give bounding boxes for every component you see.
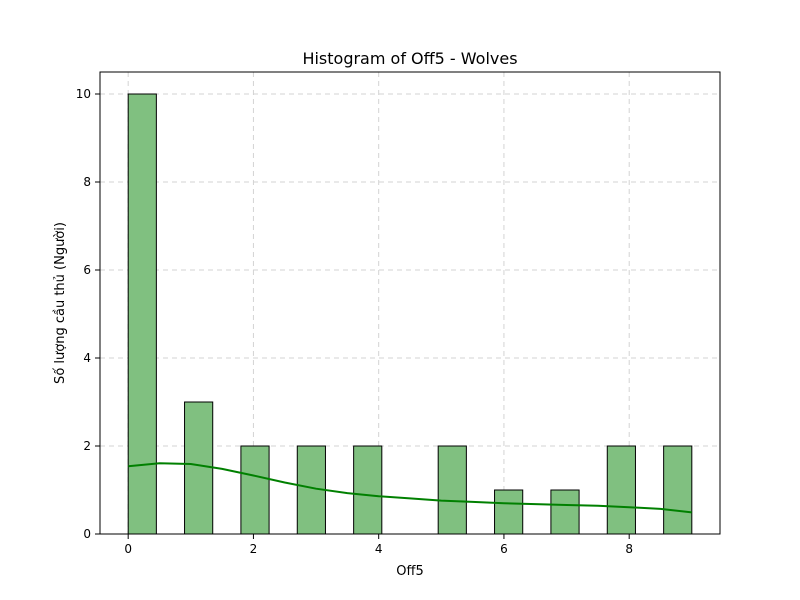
plot-frame — [99, 71, 721, 535]
y-tick-label: 4 — [83, 351, 91, 365]
x-axis-label: Off5 — [396, 564, 423, 579]
histogram-bar — [663, 445, 693, 535]
y-axis-label: Số lượng cầu thủ (Người) — [53, 222, 68, 384]
y-tick-label: 6 — [83, 263, 91, 277]
y-axis-ticks: 0 2 4 6 8 10 — [76, 87, 100, 541]
histogram-bars — [127, 93, 693, 535]
x-tick-label: 2 — [250, 542, 258, 556]
histogram-bar — [127, 93, 157, 535]
histogram-bar — [353, 445, 383, 535]
y-tick-label: 0 — [83, 527, 91, 541]
histogram-bar — [437, 445, 467, 535]
y-tick-label: 8 — [83, 175, 91, 189]
kde-curve — [128, 462, 692, 514]
x-tick-label: 0 — [124, 542, 132, 556]
histogram-bar — [606, 445, 636, 535]
y-tick-label: 2 — [83, 439, 91, 453]
chart-title: Histogram of Off5 - Wolves — [302, 49, 517, 68]
histogram-bar — [494, 489, 524, 535]
histogram-bar — [550, 489, 580, 535]
x-axis-ticks: 0 2 4 6 8 — [124, 534, 633, 556]
y-tick-label: 10 — [76, 87, 91, 101]
x-tick-label: 6 — [500, 542, 508, 556]
x-tick-label: 4 — [375, 542, 383, 556]
histogram-bar — [184, 401, 214, 535]
histogram-bar — [240, 445, 270, 535]
x-tick-label: 8 — [625, 542, 633, 556]
